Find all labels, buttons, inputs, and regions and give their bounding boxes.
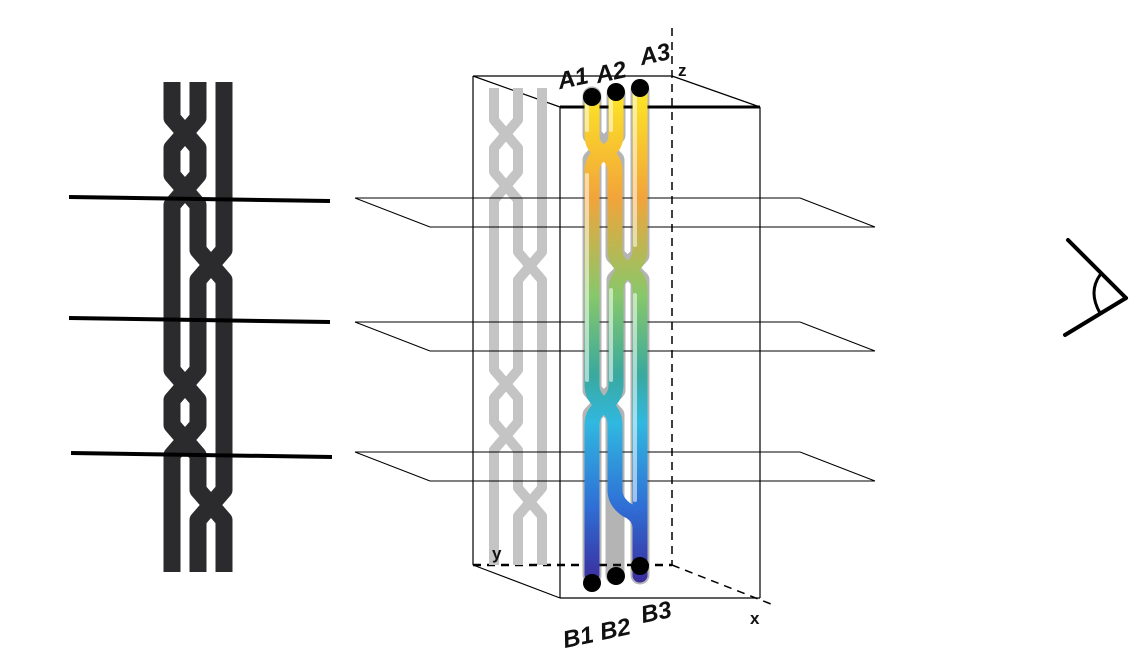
eye-icon bbox=[1063, 238, 1128, 337]
cut-line-3 bbox=[70, 451, 333, 459]
braid-2d-diagram bbox=[163, 82, 233, 572]
strand-label-b1: B1 bbox=[560, 621, 596, 654]
end-cap-a2 bbox=[607, 83, 625, 101]
end-cap-a3 bbox=[631, 79, 649, 97]
cut-lines bbox=[68, 195, 333, 459]
axis-label-y: y bbox=[492, 544, 502, 563]
section-plane-1 bbox=[354, 197, 876, 228]
braid-3d-tubes bbox=[582, 80, 650, 585]
top-strand-labels: A1 A2 A3 bbox=[554, 38, 673, 95]
strand-label-b3: B3 bbox=[638, 596, 674, 629]
end-cap-a1 bbox=[583, 88, 601, 106]
braid-2d-strand-3 bbox=[163, 82, 233, 572]
section-plane-2 bbox=[354, 321, 876, 352]
tube-strand-a2 bbox=[584, 86, 648, 583]
cut-line-2 bbox=[68, 316, 331, 324]
section-planes bbox=[354, 197, 876, 482]
end-cap-b3 bbox=[631, 557, 649, 575]
box-hidden-edges bbox=[473, 28, 777, 607]
strand-label-a2: A2 bbox=[592, 56, 629, 89]
axis-label-x: x bbox=[750, 609, 760, 628]
braid-projection bbox=[489, 88, 547, 565]
end-cap-b1 bbox=[583, 574, 601, 592]
strand-label-b2: B2 bbox=[597, 613, 633, 646]
strand-label-a3: A3 bbox=[636, 38, 673, 71]
bottom-strand-labels: B1 B2 B3 bbox=[560, 596, 674, 654]
strand-label-a1: A1 bbox=[554, 62, 591, 95]
end-cap-b2 bbox=[607, 567, 625, 585]
axis-label-z: z bbox=[678, 61, 687, 80]
strand-end-caps bbox=[583, 79, 649, 592]
section-plane-3 bbox=[354, 451, 876, 482]
tube-strand-a3 bbox=[584, 82, 648, 583]
cut-line-1 bbox=[68, 195, 331, 203]
